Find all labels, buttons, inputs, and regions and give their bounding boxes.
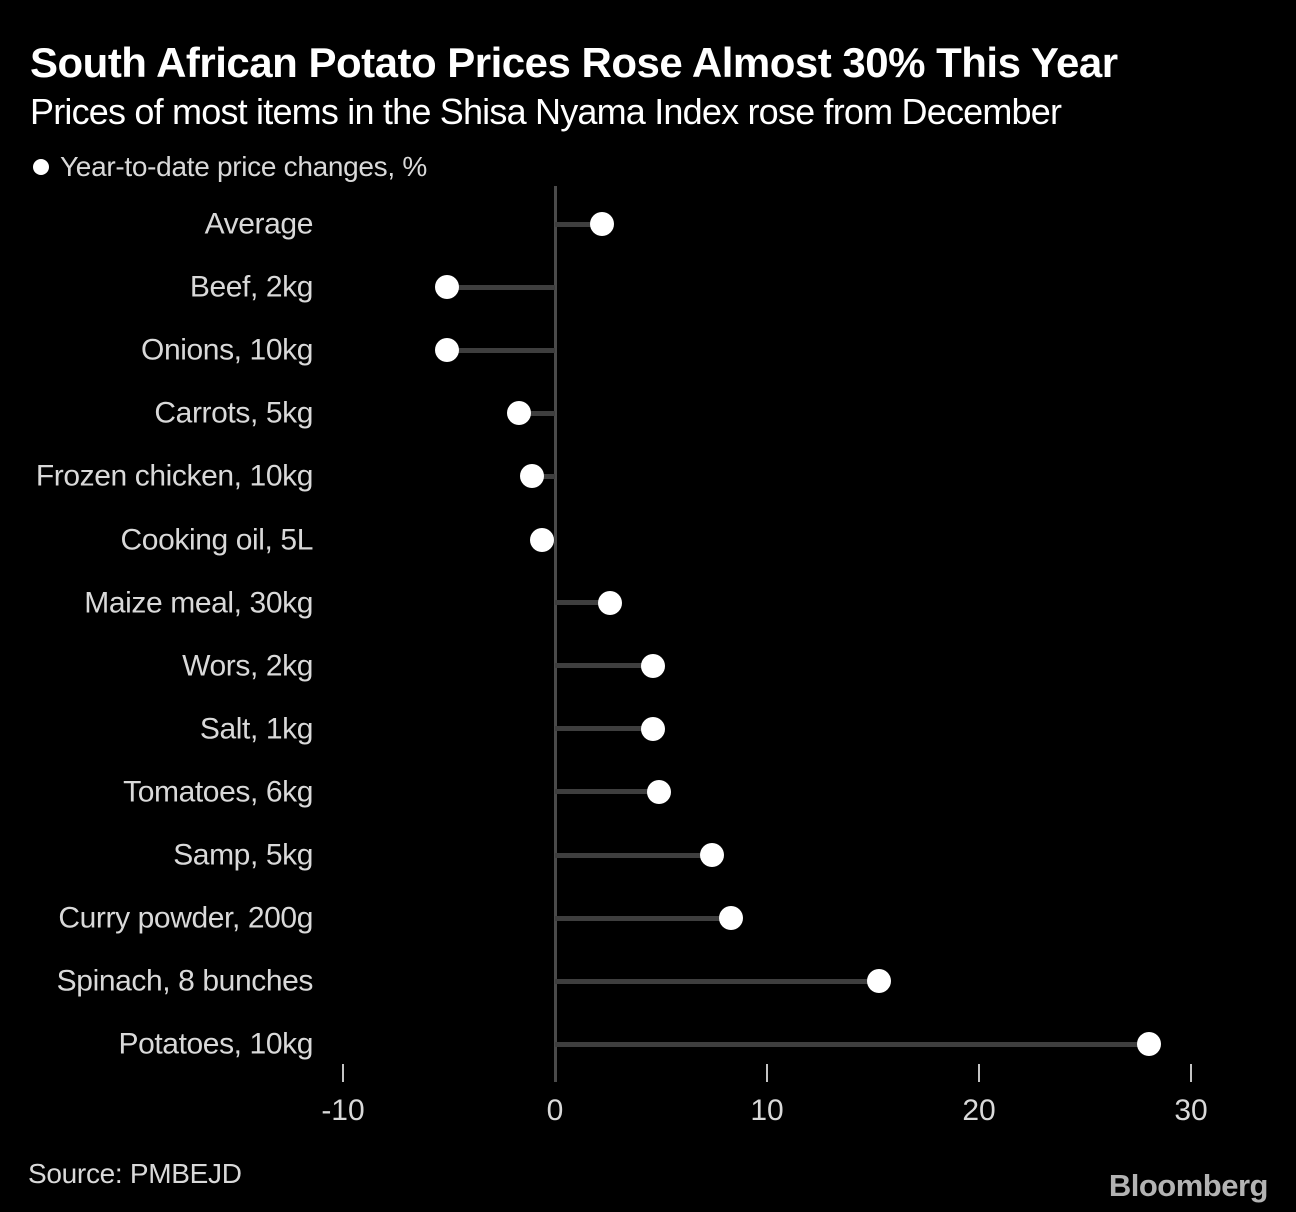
data-point-dot bbox=[1136, 1032, 1161, 1057]
category-label: Carrots, 5kg bbox=[154, 396, 313, 430]
data-point-dot bbox=[434, 338, 459, 363]
data-point-dot bbox=[589, 212, 614, 236]
source-note: Source: PMBEJD bbox=[28, 1158, 242, 1189]
x-axis-tick-label: 20 bbox=[962, 1094, 996, 1127]
category-label: Cooking oil, 5L bbox=[120, 523, 314, 556]
x-axis-tick-label: 10 bbox=[750, 1094, 784, 1127]
stem-line bbox=[555, 852, 712, 858]
zero-axis-line bbox=[553, 186, 557, 1082]
stem-line bbox=[446, 347, 555, 353]
stem-line bbox=[446, 284, 555, 290]
chart-subtitle: Prices of most items in the Shisa Nyama … bbox=[30, 91, 1062, 132]
stem-line bbox=[555, 221, 602, 227]
data-point-dot bbox=[718, 906, 743, 931]
stem-line bbox=[555, 726, 653, 732]
x-axis-tick bbox=[1190, 1064, 1192, 1082]
category-label: Average bbox=[204, 207, 314, 241]
data-point-dot bbox=[640, 716, 665, 741]
chart-title: South African Potato Prices Rose Almost … bbox=[30, 39, 1118, 86]
stem-line bbox=[555, 915, 731, 921]
category-label: Potatoes, 10kg bbox=[118, 1027, 313, 1061]
data-point-dot bbox=[434, 275, 459, 300]
x-axis-tick-label: -10 bbox=[321, 1094, 365, 1127]
x-axis-tick bbox=[342, 1064, 344, 1082]
category-label: Wors, 2kg bbox=[182, 649, 313, 683]
legend-dot-icon bbox=[33, 159, 49, 175]
x-axis-tick bbox=[978, 1064, 980, 1082]
data-point-dot bbox=[867, 969, 892, 994]
data-point-dot bbox=[699, 843, 724, 867]
category-label: Salt, 1kg bbox=[199, 712, 314, 746]
data-point-dot bbox=[530, 527, 555, 552]
stem-line bbox=[555, 600, 611, 606]
data-point-dot bbox=[519, 464, 544, 489]
data-point-dot bbox=[598, 590, 623, 615]
stem-line bbox=[555, 1041, 1149, 1047]
category-label: Samp, 5kg bbox=[173, 838, 313, 872]
x-axis-tick bbox=[766, 1064, 768, 1082]
category-label: Beef, 2kg bbox=[189, 270, 314, 304]
stem-line bbox=[555, 789, 659, 795]
stem-line bbox=[555, 663, 653, 669]
category-label: Onions, 10kg bbox=[141, 333, 313, 367]
stem-line bbox=[555, 978, 880, 984]
category-label: Tomatoes, 6kg bbox=[123, 775, 313, 809]
stem-line bbox=[518, 410, 555, 416]
category-label: Spinach, 8 bunches bbox=[56, 964, 314, 998]
legend-label: Year-to-date price changes, % bbox=[60, 151, 427, 182]
category-label: Frozen chicken, 10kg bbox=[35, 459, 314, 493]
data-point-dot bbox=[646, 779, 671, 804]
category-label: Maize meal, 30kg bbox=[84, 586, 313, 620]
data-point-dot bbox=[640, 653, 665, 678]
category-label: Curry powder, 200g bbox=[58, 901, 313, 935]
x-axis-tick-label: 30 bbox=[1174, 1094, 1208, 1127]
data-point-dot bbox=[506, 401, 531, 426]
x-axis-tick-label: 0 bbox=[546, 1094, 564, 1127]
bloomberg-logo: Bloomberg bbox=[1108, 1168, 1269, 1203]
legend: Year-to-date price changes, % bbox=[33, 150, 427, 184]
